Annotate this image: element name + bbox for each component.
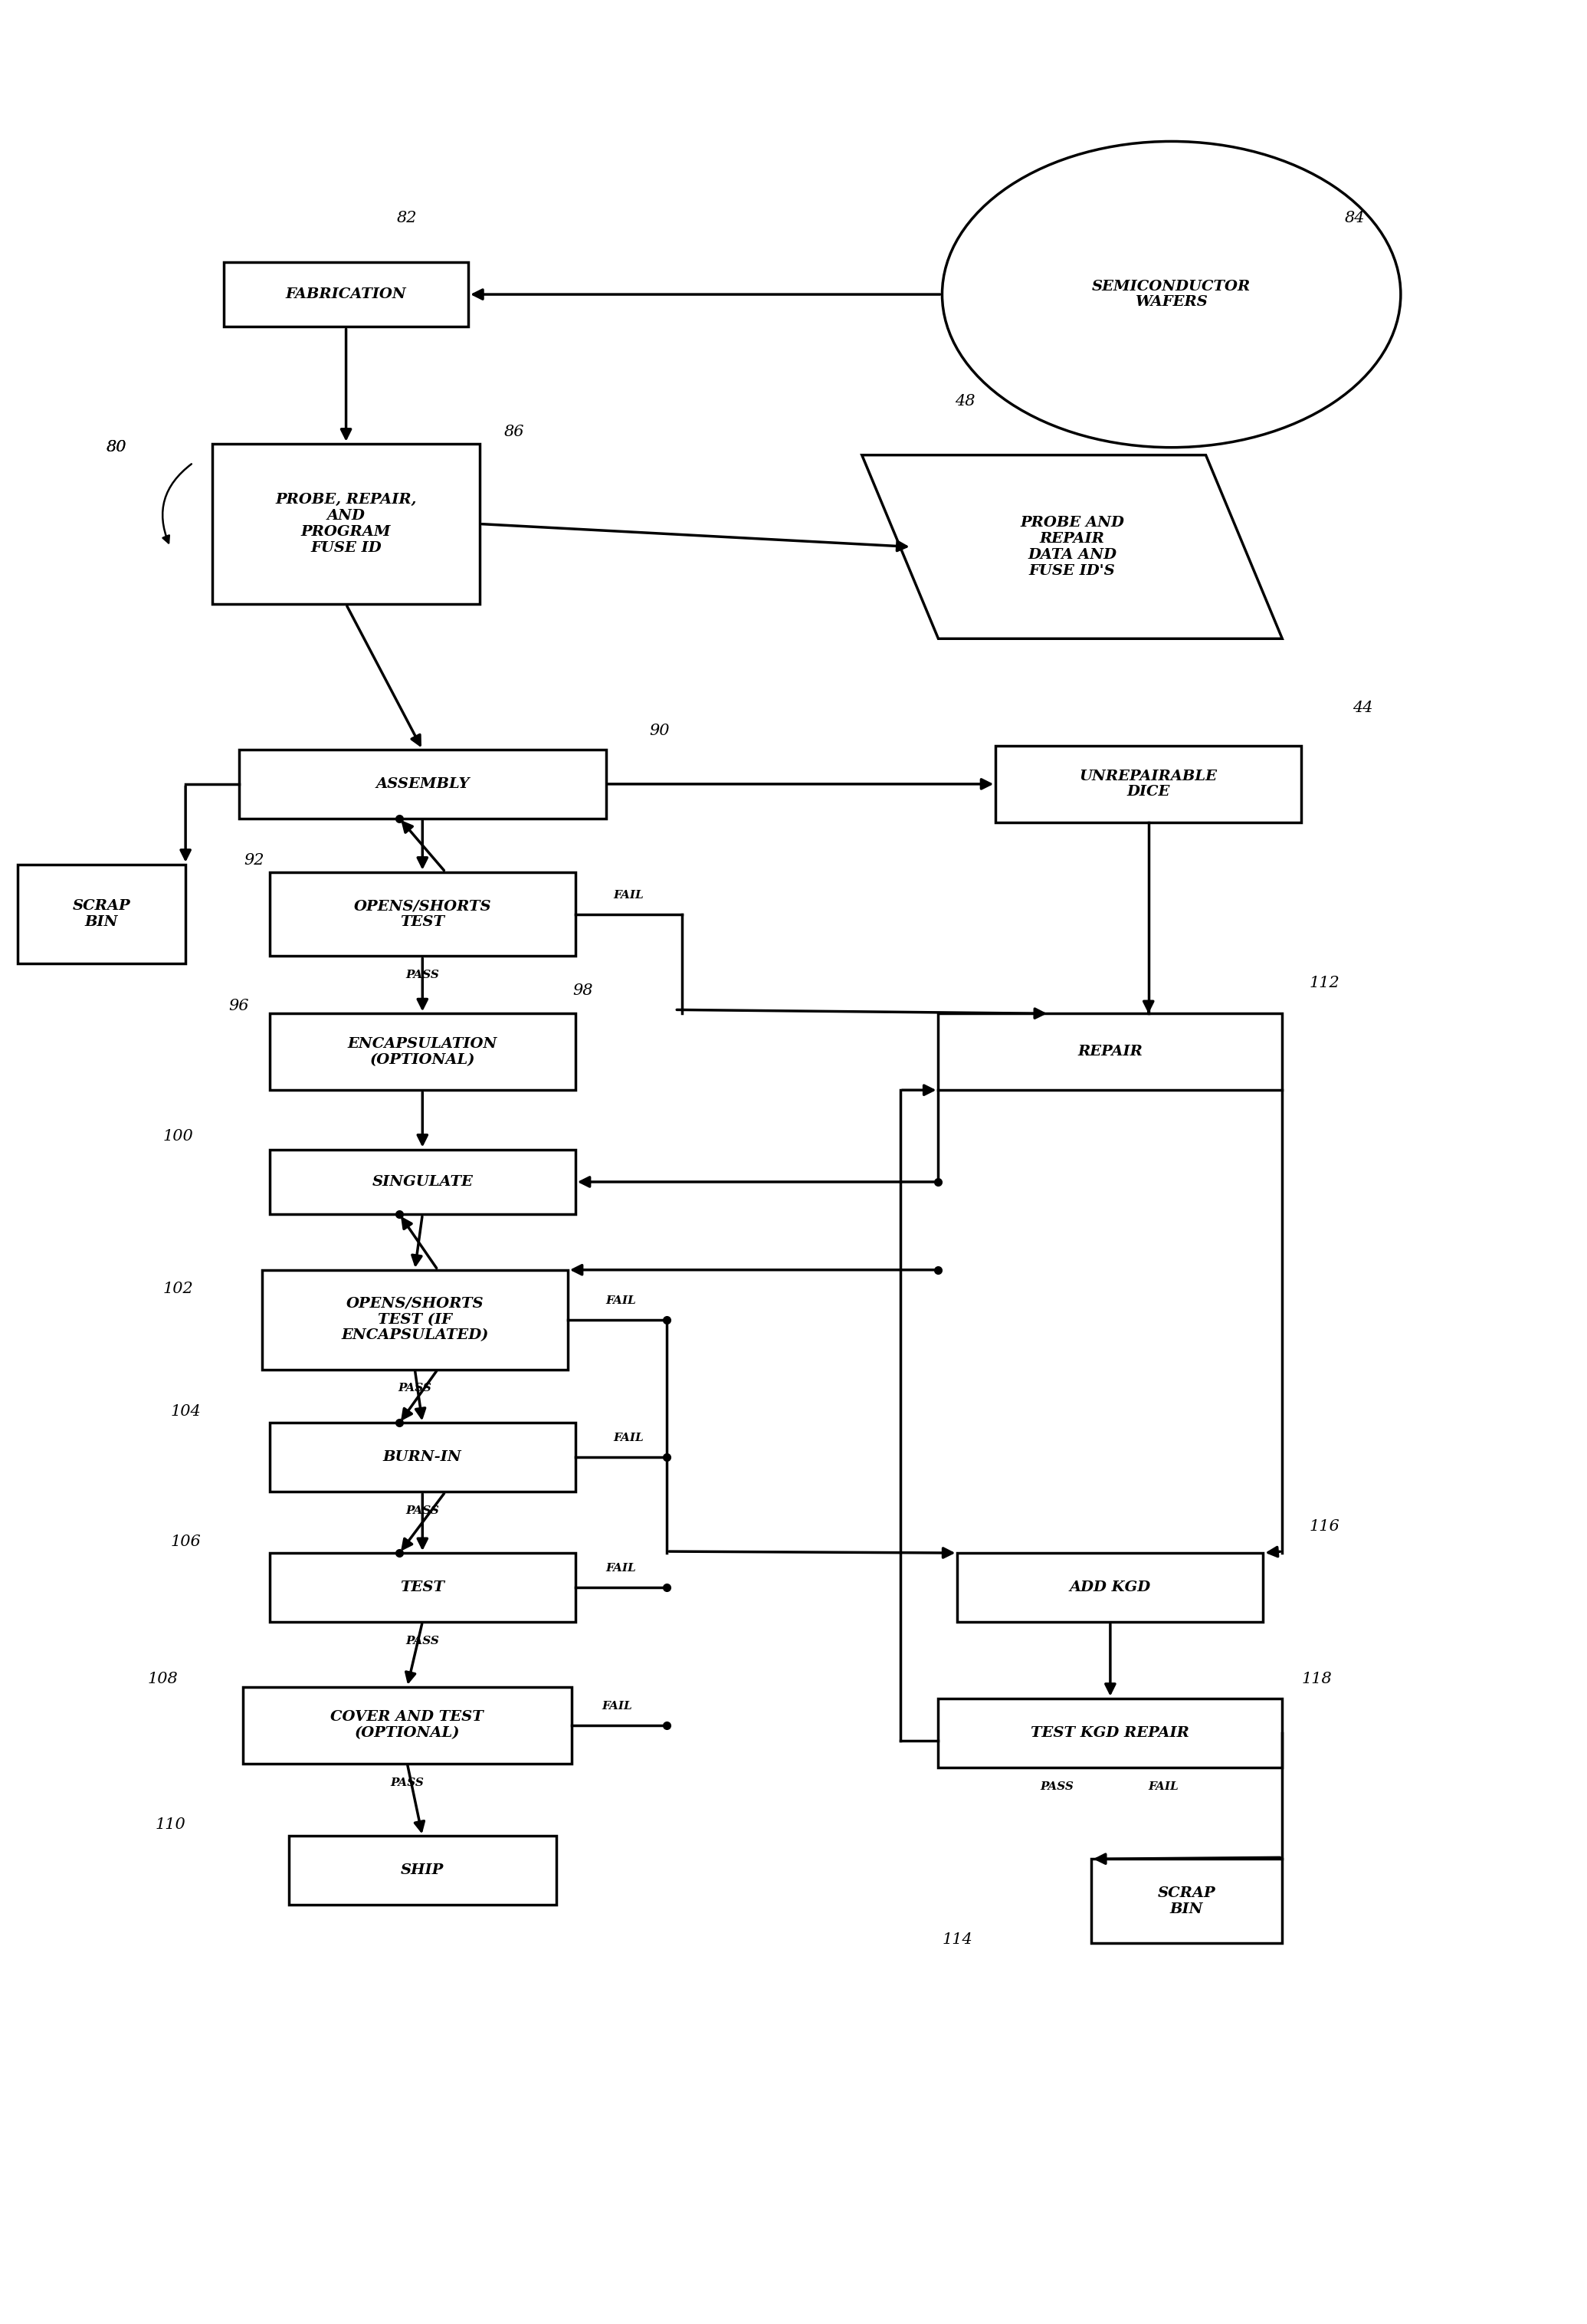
Text: SCRAP
BIN: SCRAP BIN [1159, 1887, 1216, 1915]
Bar [270, 1013, 576, 1090]
Text: FAIL: FAIL [614, 890, 644, 899]
Text: ENCAPSULATION
(OPTIONAL): ENCAPSULATION (OPTIONAL) [348, 1037, 497, 1067]
Bar [240, 751, 606, 818]
Text: ADD KGD: ADD KGD [1070, 1580, 1151, 1594]
Text: SEMICONDUCTOR
WAFERS: SEMICONDUCTOR WAFERS [1092, 279, 1251, 309]
Text: PASS: PASS [1039, 1780, 1073, 1792]
Text: TEST: TEST [400, 1580, 444, 1594]
Text: 114: 114 [943, 1931, 973, 1948]
Text: COVER AND TEST
(OPTIONAL): COVER AND TEST (OPTIONAL) [330, 1710, 484, 1741]
Text: 100: 100 [163, 1129, 194, 1143]
Text: 104: 104 [170, 1404, 202, 1418]
Text: BURN-IN: BURN-IN [382, 1450, 462, 1464]
Text: 110: 110 [156, 1817, 186, 1831]
Text: PASS: PASS [406, 969, 440, 981]
Text: PASS: PASS [398, 1383, 432, 1394]
Text: 96: 96 [229, 999, 249, 1013]
Text: 108: 108 [148, 1671, 178, 1687]
Text: ASSEMBLY: ASSEMBLY [376, 776, 470, 790]
Bar [224, 263, 468, 328]
Text: 80: 80 [106, 439, 127, 456]
Text: PROBE, REPAIR,
AND
PROGRAM
FUSE ID: PROBE, REPAIR, AND PROGRAM FUSE ID [276, 493, 417, 555]
Bar [270, 1422, 576, 1492]
Text: FAIL: FAIL [606, 1294, 636, 1306]
Text: TEST KGD REPAIR: TEST KGD REPAIR [1032, 1727, 1190, 1741]
Bar [270, 1552, 576, 1622]
Text: 82: 82 [397, 211, 417, 225]
Text: PROBE AND
REPAIR
DATA AND
FUSE ID'S: PROBE AND REPAIR DATA AND FUSE ID'S [1020, 516, 1124, 579]
Text: 48: 48 [955, 395, 976, 409]
Bar [213, 444, 479, 604]
Text: FAIL: FAIL [614, 1434, 644, 1443]
Text: 90: 90 [649, 723, 670, 737]
Bar [957, 1552, 1263, 1622]
Text: 84: 84 [1344, 211, 1365, 225]
Text: 112: 112 [1309, 976, 1339, 990]
Bar [17, 865, 186, 964]
Text: FABRICATION: FABRICATION [286, 288, 406, 302]
Ellipse shape [943, 142, 1401, 449]
Text: PASS: PASS [406, 1506, 440, 1515]
Text: 116: 116 [1309, 1520, 1339, 1534]
Text: OPENS/SHORTS
TEST: OPENS/SHORTS TEST [354, 899, 492, 930]
Text: 44: 44 [1352, 700, 1373, 716]
Text: UNREPAIRABLE
DICE: UNREPAIRABLE DICE [1079, 769, 1217, 799]
Bar [938, 1013, 1282, 1090]
Text: FAIL: FAIL [606, 1564, 636, 1573]
Text: 80: 80 [106, 439, 127, 456]
Bar [270, 872, 576, 955]
Bar [1092, 1859, 1282, 1943]
Text: PASS: PASS [406, 1636, 440, 1645]
Bar [289, 1836, 555, 1906]
Text: SINGULATE: SINGULATE [371, 1176, 473, 1190]
Text: REPAIR: REPAIR [1078, 1046, 1143, 1060]
Text: 118: 118 [1301, 1671, 1331, 1687]
Bar [262, 1269, 568, 1369]
Bar [270, 1150, 576, 1215]
Text: 102: 102 [163, 1283, 194, 1297]
Text: FAIL: FAIL [601, 1701, 633, 1710]
Polygon shape [862, 456, 1282, 639]
Text: 106: 106 [170, 1534, 202, 1548]
Text: OPENS/SHORTS
TEST (IF
ENCAPSULATED): OPENS/SHORTS TEST (IF ENCAPSULATED) [341, 1297, 489, 1343]
Bar [995, 746, 1301, 823]
Bar [243, 1687, 571, 1764]
Text: 92: 92 [244, 853, 265, 867]
Bar [938, 1699, 1282, 1766]
Text: FAIL: FAIL [1149, 1780, 1179, 1792]
Text: SCRAP
BIN: SCRAP BIN [73, 899, 130, 930]
Text: PASS: PASS [390, 1778, 424, 1787]
Text: 86: 86 [505, 425, 524, 439]
Text: SHIP: SHIP [402, 1864, 444, 1878]
Text: 98: 98 [573, 983, 594, 997]
